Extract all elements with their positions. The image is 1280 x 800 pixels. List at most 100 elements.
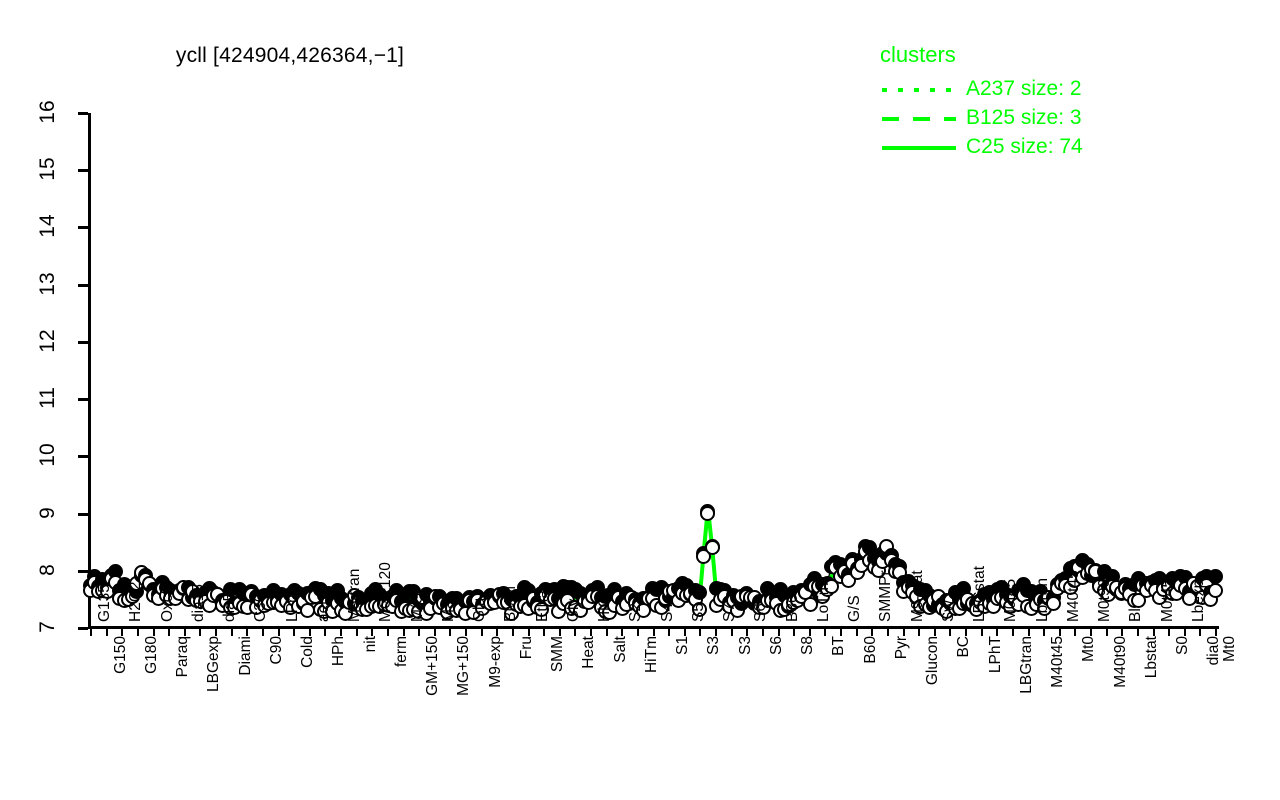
x-tick bbox=[621, 629, 624, 636]
x-tick-label: S8 bbox=[799, 636, 817, 655]
x-tick bbox=[261, 629, 264, 636]
x-tick-label: M0t45 bbox=[1002, 578, 1020, 622]
x-tick bbox=[527, 629, 530, 636]
x-tick bbox=[1183, 629, 1186, 636]
x-tick-label: Sw bbox=[939, 600, 957, 622]
x-tick bbox=[996, 629, 999, 636]
x-tick bbox=[824, 629, 827, 636]
legend: clusters A237 size: 2 B125 size: 3 C25 s… bbox=[880, 44, 1083, 161]
x-tick bbox=[1105, 629, 1108, 636]
legend-label-b125: B125 size: 3 bbox=[966, 105, 1082, 129]
x-tick-label: S6 bbox=[767, 636, 785, 655]
x-tick bbox=[1136, 629, 1139, 636]
x-tick bbox=[918, 629, 921, 636]
x-tick bbox=[371, 629, 374, 636]
x-tick-label: C90 bbox=[267, 636, 285, 665]
x-tick bbox=[496, 629, 499, 636]
x-tick bbox=[1011, 629, 1014, 636]
x-tick bbox=[418, 629, 421, 636]
x-tick bbox=[1199, 629, 1202, 636]
x-tick-label: S4 bbox=[658, 603, 676, 622]
x-tick-label: Bl bbox=[1127, 608, 1145, 622]
x-tick-label: GM+150 bbox=[424, 636, 442, 696]
x-tick-label: LPh bbox=[283, 594, 301, 622]
x-tick-label: M40t45 bbox=[1049, 636, 1067, 688]
x-tick bbox=[1043, 629, 1046, 636]
x-tick-label: BC bbox=[955, 636, 973, 658]
x-tick bbox=[746, 629, 749, 636]
x-tick bbox=[902, 629, 905, 636]
x-tick bbox=[949, 629, 952, 636]
legend-label-a237: A237 size: 2 bbox=[966, 76, 1082, 100]
legend-label-c25: C25 size: 74 bbox=[966, 134, 1083, 158]
x-tick-label: MG+120 bbox=[377, 562, 395, 622]
x-tick bbox=[777, 629, 780, 636]
y-axis-line bbox=[88, 113, 91, 629]
x-tick bbox=[1121, 629, 1124, 636]
page-title: ycll [424904,426364,−1] bbox=[175, 44, 405, 67]
x-tick-label: dia5 bbox=[221, 592, 238, 622]
legend-key-dotted-icon bbox=[880, 78, 966, 100]
y-tick-16 bbox=[78, 112, 88, 115]
x-tick-label: Lbstat bbox=[1142, 636, 1160, 679]
x-tick-label: G135 bbox=[96, 584, 113, 622]
x-tick bbox=[574, 629, 577, 636]
x-tick-label: dia15 bbox=[189, 584, 207, 622]
x-tick-label: M9-stat bbox=[908, 570, 926, 622]
x-tick-label: S3 bbox=[736, 636, 754, 655]
data-point-open bbox=[802, 596, 818, 612]
legend-key-dashed-icon bbox=[880, 107, 966, 129]
x-tick-label: LBGtran bbox=[1017, 636, 1035, 694]
x-tick bbox=[433, 629, 436, 636]
x-tick-label: Cold bbox=[299, 636, 317, 668]
x-tick bbox=[465, 629, 467, 636]
x-tick bbox=[105, 629, 108, 636]
x-tick bbox=[1152, 629, 1155, 636]
x-tick-label: M40t45 bbox=[1064, 570, 1082, 622]
x-tick-label: Fru bbox=[517, 636, 535, 660]
x-tick bbox=[715, 629, 717, 636]
x-tick bbox=[1168, 629, 1171, 636]
x-tick-label: M/G bbox=[408, 592, 426, 622]
x-tick-label: M9-tran bbox=[346, 568, 363, 622]
x-tick-label: S0 bbox=[1174, 636, 1192, 655]
x-tick bbox=[1074, 629, 1077, 636]
x-tick bbox=[324, 629, 327, 636]
x-tick-label: HiTm bbox=[642, 636, 660, 674]
x-tick bbox=[168, 629, 171, 636]
x-tick-label: M9-exp bbox=[486, 636, 504, 688]
y-tick-12 bbox=[78, 340, 88, 344]
x-tick bbox=[1090, 629, 1092, 636]
x-tick-label: S6 bbox=[752, 603, 770, 622]
x-tick bbox=[605, 629, 608, 636]
legend-title: clusters bbox=[880, 42, 956, 67]
x-tick bbox=[543, 629, 546, 636]
x-tick bbox=[402, 629, 405, 636]
x-tick-label: HiOs bbox=[596, 587, 613, 622]
x-tick bbox=[1058, 629, 1061, 636]
x-tick bbox=[277, 629, 280, 636]
x-tick bbox=[355, 629, 358, 636]
x-tick bbox=[1215, 629, 1217, 636]
x-tick-label: M0t45 bbox=[1158, 578, 1176, 622]
y-tick-15 bbox=[78, 169, 88, 173]
x-tick bbox=[449, 629, 452, 636]
x-tick-label: ferm bbox=[392, 636, 410, 667]
y-tick-14 bbox=[78, 226, 88, 230]
x-tick-label: BT bbox=[830, 636, 848, 656]
data-point-open bbox=[1045, 595, 1061, 611]
x-tick-label: Glu bbox=[471, 597, 488, 622]
x-tick-label: LoTm bbox=[814, 582, 832, 622]
y-tick-13 bbox=[78, 283, 88, 287]
x-tick-label: C30 bbox=[252, 593, 270, 622]
x-tick-label: S2 bbox=[627, 603, 645, 622]
data-point-filled bbox=[1207, 568, 1223, 584]
x-tick bbox=[808, 629, 811, 636]
x-tick-label: Etha bbox=[533, 590, 551, 622]
x-tick bbox=[965, 629, 967, 636]
x-tick bbox=[340, 629, 342, 636]
data-point-open bbox=[691, 601, 707, 617]
y-tick-9 bbox=[78, 512, 88, 516]
x-tick bbox=[1027, 629, 1030, 636]
x-tick-label: S3 bbox=[705, 636, 723, 655]
